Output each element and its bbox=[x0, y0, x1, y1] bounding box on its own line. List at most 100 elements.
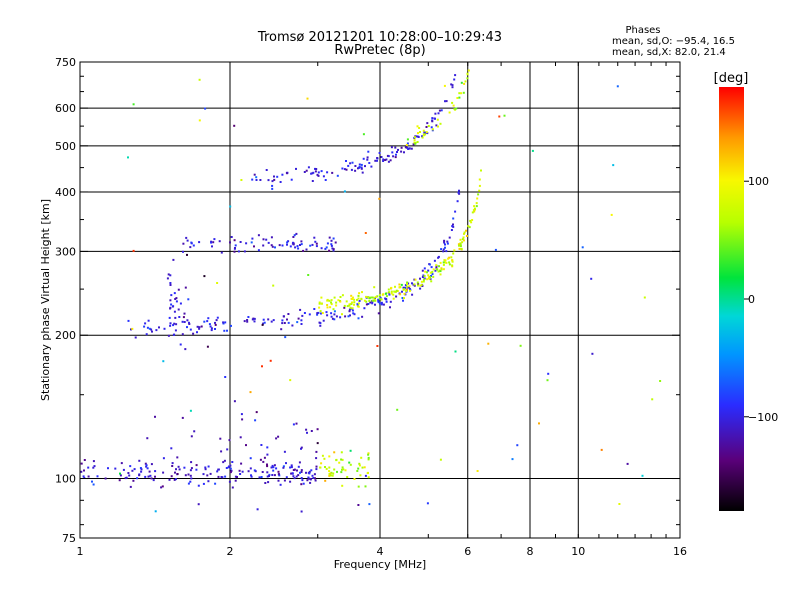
data-point bbox=[405, 144, 408, 146]
data-point bbox=[315, 242, 318, 245]
data-point bbox=[162, 360, 165, 363]
colorbar-tick-label: 100 bbox=[748, 175, 769, 188]
data-point bbox=[125, 476, 128, 479]
data-point bbox=[177, 288, 180, 291]
data-point bbox=[173, 292, 176, 295]
data-point bbox=[420, 283, 423, 286]
data-point bbox=[260, 476, 263, 478]
data-point bbox=[208, 323, 211, 326]
data-point bbox=[360, 167, 363, 170]
data-point bbox=[348, 310, 351, 313]
data-point bbox=[177, 308, 180, 311]
data-point bbox=[410, 147, 413, 150]
data-point bbox=[281, 244, 284, 247]
x-tick-label: 6 bbox=[464, 545, 471, 558]
data-point bbox=[295, 475, 298, 478]
data-point bbox=[204, 468, 207, 471]
x-tick-label: 8 bbox=[527, 545, 534, 558]
data-point bbox=[305, 248, 308, 251]
data-point bbox=[271, 464, 274, 467]
data-point bbox=[221, 476, 224, 479]
data-point bbox=[348, 461, 351, 464]
data-point bbox=[428, 277, 430, 280]
data-point bbox=[473, 205, 476, 208]
data-point bbox=[315, 168, 318, 170]
data-point bbox=[223, 459, 226, 462]
data-point bbox=[188, 321, 190, 324]
data-point bbox=[352, 312, 355, 315]
data-point bbox=[359, 474, 362, 477]
data-point bbox=[316, 442, 319, 445]
data-point bbox=[296, 469, 298, 472]
data-point bbox=[437, 270, 440, 273]
data-point bbox=[371, 299, 374, 302]
data-point bbox=[150, 477, 153, 480]
data-point bbox=[435, 266, 438, 269]
data-point bbox=[374, 299, 377, 302]
data-point bbox=[301, 479, 304, 482]
data-point bbox=[348, 308, 351, 311]
data-point bbox=[436, 268, 439, 271]
data-point bbox=[234, 479, 237, 482]
data-point bbox=[182, 316, 185, 319]
data-point bbox=[363, 466, 366, 469]
stats-header: Phases bbox=[625, 25, 660, 36]
data-point bbox=[80, 470, 83, 473]
data-point bbox=[262, 460, 265, 463]
data-point bbox=[175, 300, 178, 303]
data-point bbox=[358, 166, 361, 169]
data-point bbox=[273, 464, 276, 467]
data-point bbox=[270, 236, 273, 239]
data-point bbox=[280, 328, 283, 331]
data-point bbox=[240, 462, 243, 465]
data-point bbox=[275, 437, 278, 440]
data-point bbox=[335, 315, 338, 318]
data-point bbox=[367, 458, 370, 461]
data-point bbox=[198, 78, 201, 81]
data-point bbox=[233, 124, 236, 127]
data-point bbox=[184, 348, 187, 351]
data-point bbox=[87, 466, 90, 469]
data-point bbox=[326, 304, 329, 306]
data-point bbox=[307, 166, 310, 169]
data-point bbox=[279, 483, 282, 486]
data-point bbox=[374, 303, 376, 306]
data-point bbox=[203, 320, 206, 323]
data-point bbox=[286, 241, 289, 244]
data-point bbox=[324, 466, 326, 468]
data-point bbox=[427, 125, 430, 127]
data-point bbox=[367, 303, 370, 305]
data-point bbox=[241, 470, 244, 473]
data-point bbox=[417, 132, 419, 135]
data-point bbox=[427, 274, 430, 277]
data-point bbox=[278, 244, 281, 247]
y-tick-label: 100 bbox=[55, 473, 76, 486]
data-point bbox=[284, 336, 287, 339]
data-point bbox=[351, 298, 354, 300]
data-point bbox=[265, 238, 268, 241]
data-point bbox=[314, 170, 317, 173]
data-point bbox=[459, 238, 462, 241]
data-point bbox=[173, 310, 176, 313]
data-point bbox=[234, 247, 236, 249]
data-point bbox=[373, 286, 376, 289]
data-point bbox=[376, 345, 379, 347]
data-point bbox=[213, 238, 216, 241]
data-point bbox=[131, 327, 134, 330]
data-point bbox=[463, 82, 466, 85]
data-point bbox=[292, 423, 295, 426]
data-point bbox=[389, 306, 391, 309]
data-point bbox=[434, 269, 437, 272]
data-point bbox=[272, 469, 275, 472]
data-point bbox=[225, 467, 228, 469]
data-point bbox=[478, 189, 481, 192]
data-point bbox=[320, 302, 323, 305]
data-point bbox=[285, 462, 287, 465]
data-point bbox=[290, 472, 293, 475]
data-point bbox=[341, 458, 344, 461]
data-point bbox=[395, 289, 398, 292]
data-point bbox=[452, 223, 454, 226]
data-point bbox=[143, 325, 146, 328]
data-point bbox=[426, 122, 429, 125]
data-point bbox=[451, 101, 454, 104]
